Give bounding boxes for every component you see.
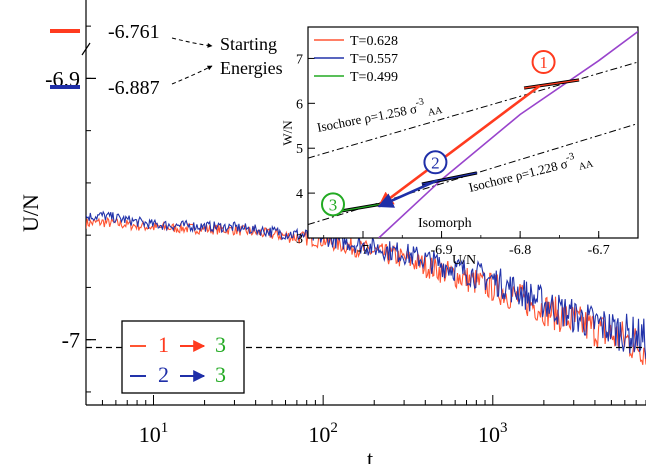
transition-arrow-2-3 (377, 179, 438, 208)
state-label-1: 1 (539, 53, 548, 72)
pointer-arrow-2 (171, 65, 213, 85)
state-circle-1 (531, 50, 556, 75)
inset-x-ticks: -7 -6.9 -6.8 -6.7 (323, 231, 639, 258)
main-x-ticks: 101 102 103 (85, 395, 646, 447)
energies-label: Energies (220, 58, 283, 78)
state-cloud-color-1 (523, 79, 580, 89)
inset-legend-label-2: T=0.557 (350, 52, 398, 67)
inset-y-tick-label: 6 (296, 97, 303, 112)
series-line-2 (86, 210, 646, 359)
legend-to-1: 3 (215, 332, 226, 357)
main-plot-area (86, 210, 646, 366)
inset-x-tick-label: -6.7 (588, 243, 610, 258)
axis-break-mark (81, 42, 91, 56)
start-energy-1-value: -6.761 (108, 21, 160, 43)
inset-y-tick-label: 7 (296, 52, 303, 67)
inset-x-axis-label: U/N (452, 253, 476, 268)
isochore-line-1 (308, 61, 638, 159)
main-y-ticks: -6.9-7 (45, 25, 96, 393)
inset-legend: T=0.628 T=0.557 T=0.499 (314, 34, 398, 85)
y-tick-label: -7 (62, 328, 80, 353)
main-legend: 1 3 2 3 (121, 320, 245, 394)
x-tick-label: 102 (308, 420, 338, 447)
state-circle-2 (423, 150, 448, 175)
inset-chart: -7 -6.9 -6.8 -6.7 3 4 5 6 7 U/N W/N T=0.628 T=0… (280, 26, 639, 268)
main-x-axis-label: t (367, 446, 373, 464)
inset-x-tick-label: -6.9 (430, 243, 452, 258)
inset-y-axis-label: W/N (280, 120, 295, 146)
inset-plot-area (308, 30, 638, 238)
inset-y-ticks: 3 4 5 6 7 (296, 52, 315, 247)
pointer-arrow-1 (171, 37, 213, 48)
inset-legend-label-3: T=0.499 (350, 70, 398, 85)
starting-energies-group: -6.761 -6.887 Starting Energies (50, 21, 283, 99)
inset-legend-label-1: T=0.628 (350, 34, 398, 49)
main-axes-frame (85, 0, 646, 406)
inset-frame (307, 26, 639, 239)
x-tick-label: 103 (478, 420, 507, 447)
isomorph-label: Isomorph (418, 216, 472, 231)
inset-x-tick-label: -6.8 (509, 243, 531, 258)
inset-y-tick-label: 5 (296, 142, 303, 157)
state-label-2: 2 (431, 153, 440, 172)
state-cloud-color-3 (335, 203, 383, 213)
start-energy-2-value: -6.887 (108, 77, 160, 99)
legend-box (121, 320, 245, 394)
x-tick-label: 101 (139, 420, 169, 447)
transition-arrow-1-3 (377, 84, 541, 208)
legend-from-2: 2 (158, 362, 169, 387)
inset-x-tick-label: -7 (357, 243, 369, 258)
starting-label: Starting (220, 34, 277, 54)
state-circle-3 (321, 192, 345, 217)
legend-to-2: 3 (215, 362, 226, 387)
inset-y-tick-label: 4 (296, 187, 303, 202)
inset-y-tick-label: 3 (296, 232, 303, 247)
isochore-line-2 (308, 123, 638, 226)
main-y-axis-label: U/N (18, 194, 43, 232)
state-label-3: 3 (329, 195, 338, 214)
legend-from-1: 1 (158, 332, 169, 357)
isomorph-curve (378, 30, 638, 238)
